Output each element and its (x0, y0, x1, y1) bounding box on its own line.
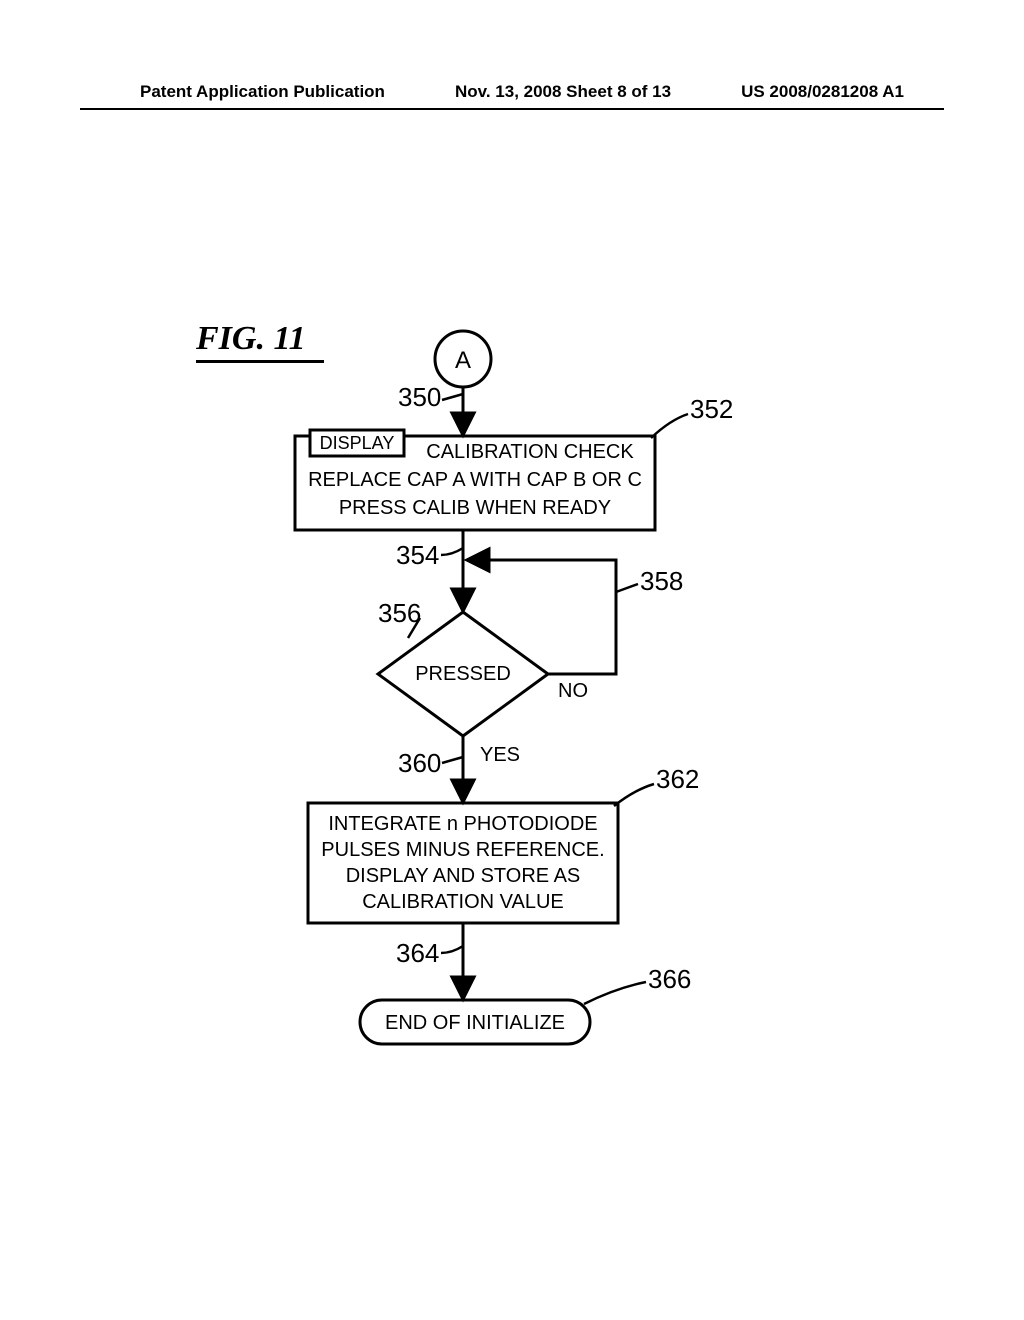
page: Patent Application Publication Nov. 13, … (0, 0, 1024, 1320)
box-352-badge-text: DISPLAY (313, 432, 401, 455)
leader-362 (614, 784, 654, 806)
leader-364 (441, 946, 463, 953)
terminator-366-text: END OF INITIALIZE (360, 1011, 590, 1036)
label-no: NO (558, 680, 588, 703)
ref-354: 354 (396, 540, 439, 571)
leader-358 (616, 584, 638, 592)
box-362-line4: CALIBRATION VALUE (308, 890, 618, 915)
leader-366 (584, 982, 646, 1004)
ref-364: 364 (396, 938, 439, 969)
leader-352 (651, 414, 688, 438)
leader-360 (442, 757, 463, 763)
ref-366: 366 (648, 964, 691, 995)
box-352-line3: PRESS CALIB WHEN READY (295, 496, 655, 521)
box-352-line2: REPLACE CAP A WITH CAP B OR C (295, 468, 655, 493)
connector-a-text: A (455, 347, 471, 374)
label-yes: YES (480, 744, 520, 767)
leader-354 (441, 548, 463, 555)
ref-352: 352 (690, 394, 733, 425)
ref-350: 350 (398, 382, 441, 413)
ref-356: 356 (378, 598, 421, 629)
ref-360: 360 (398, 748, 441, 779)
flowchart-svg: A (0, 0, 1024, 1320)
leader-350 (442, 394, 463, 400)
diamond-356-text: PRESSED (398, 662, 528, 687)
edge-no-loop (468, 560, 616, 674)
box-352-line1: CALIBRATION CHECK (410, 440, 650, 465)
ref-362: 362 (656, 764, 699, 795)
ref-358: 358 (640, 566, 683, 597)
box-362-line1: INTEGRATE n PHOTODIODE (308, 812, 618, 837)
box-362-line3: DISPLAY AND STORE AS (308, 864, 618, 889)
box-362-line2: PULSES MINUS REFERENCE. (308, 838, 618, 863)
